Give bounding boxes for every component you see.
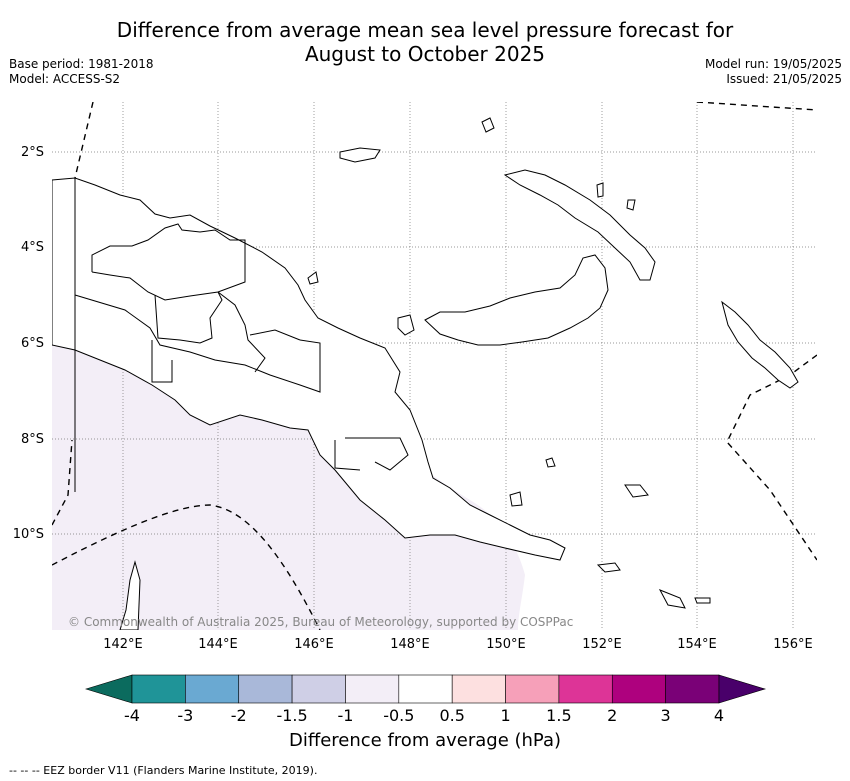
- meta-left: Base period: 1981-2018 Model: ACCESS-S2: [9, 57, 154, 87]
- colorbar-swatch: [131, 674, 186, 704]
- lon-label-142e: 142°E: [103, 637, 143, 652]
- title-line-1: Difference from average mean sea level p…: [116, 18, 734, 42]
- new-guinea-mainland: [52, 177, 566, 561]
- colorbar-arrow-low: [84, 674, 133, 704]
- province-borders: [74, 178, 409, 492]
- new-ireland: [503, 169, 656, 281]
- colorbar-swatch: [611, 674, 666, 704]
- colorbar-swatch: [665, 674, 720, 704]
- lat-label-6s: 6°S: [21, 336, 44, 351]
- copyright-text: © Commonwealth of Australia 2025, Bureau…: [68, 615, 573, 629]
- colorbar-tick-label: 1: [500, 706, 510, 725]
- model-name: Model: ACCESS-S2: [9, 72, 121, 86]
- lon-labels: 142°E 144°E 146°E 148°E 150°E 152°E 154°…: [103, 637, 813, 652]
- colorbar-tick-label: 2: [607, 706, 617, 725]
- map-title: Difference from average mean sea level p…: [0, 18, 850, 66]
- lon-label-150e: 150°E: [486, 637, 526, 652]
- base-period: Base period: 1981-2018: [9, 57, 154, 71]
- map-area: [52, 102, 817, 630]
- lat-label-10s: 10°S: [13, 527, 44, 542]
- colorbar-label: Difference from average (hPa): [288, 730, 562, 751]
- bougainville: [721, 300, 799, 389]
- colorbar-swatch: [238, 674, 293, 704]
- lat-label-2s: 2°S: [21, 145, 44, 160]
- eez-footnote: -- -- -- EEZ border V11 (Flanders Marine…: [9, 764, 318, 777]
- colorbar-swatch: [345, 674, 400, 704]
- colorbar-tick-label: -1.5: [276, 706, 307, 725]
- lon-label-144e: 144°E: [198, 637, 238, 652]
- title-line-2: August to October 2025: [304, 42, 546, 66]
- lat-label-8s: 8°S: [21, 432, 44, 447]
- issued-date: Issued: 21/05/2025: [726, 72, 842, 86]
- lon-label-152e: 152°E: [582, 637, 622, 652]
- lat-label-4s: 4°S: [21, 240, 44, 255]
- colorbar-tick-label: 4: [714, 706, 724, 725]
- colorbar-tick-label: -2: [231, 706, 247, 725]
- lat-labels: 2°S 4°S 6°S 8°S 10°S: [13, 145, 44, 542]
- meta-right: Model run: 19/05/2025 Issued: 21/05/2025: [705, 57, 842, 87]
- colorbar-swatch: [398, 674, 453, 704]
- small-islands: [307, 117, 711, 609]
- colorbar-tick-label: -3: [177, 706, 193, 725]
- colorbar-tick-label: 1.5: [546, 706, 571, 725]
- colorbar-tick-label: -4: [124, 706, 140, 725]
- colorbar-swatch: [451, 674, 506, 704]
- colorbar-tick-label: 0.5: [439, 706, 464, 725]
- lon-label-154e: 154°E: [677, 637, 717, 652]
- lon-label-146e: 146°E: [294, 637, 334, 652]
- colorbar-swatch: [505, 674, 560, 704]
- eez-border: [52, 102, 817, 630]
- colorbar-swatch: [558, 674, 613, 704]
- colorbar-tick-label: -1: [337, 706, 353, 725]
- lon-label-148e: 148°E: [390, 637, 430, 652]
- lon-label-156e: 156°E: [773, 637, 813, 652]
- colorbar-arrow-high: [718, 674, 767, 704]
- colorbar-tick-label: -0.5: [383, 706, 414, 725]
- cape-york: [119, 560, 141, 630]
- colorbar: [84, 674, 767, 704]
- colorbar-swatch: [185, 674, 240, 704]
- model-run: Model run: 19/05/2025: [704, 57, 842, 71]
- colorbar-tick-label: 3: [661, 706, 671, 725]
- colorbar-swatch: [291, 674, 346, 704]
- new-britain: [424, 254, 609, 346]
- colorbar-ticks: -4 -3 -2 -1.5 -1 -0.5 0.5 1 1.5 2 3 4: [124, 706, 724, 725]
